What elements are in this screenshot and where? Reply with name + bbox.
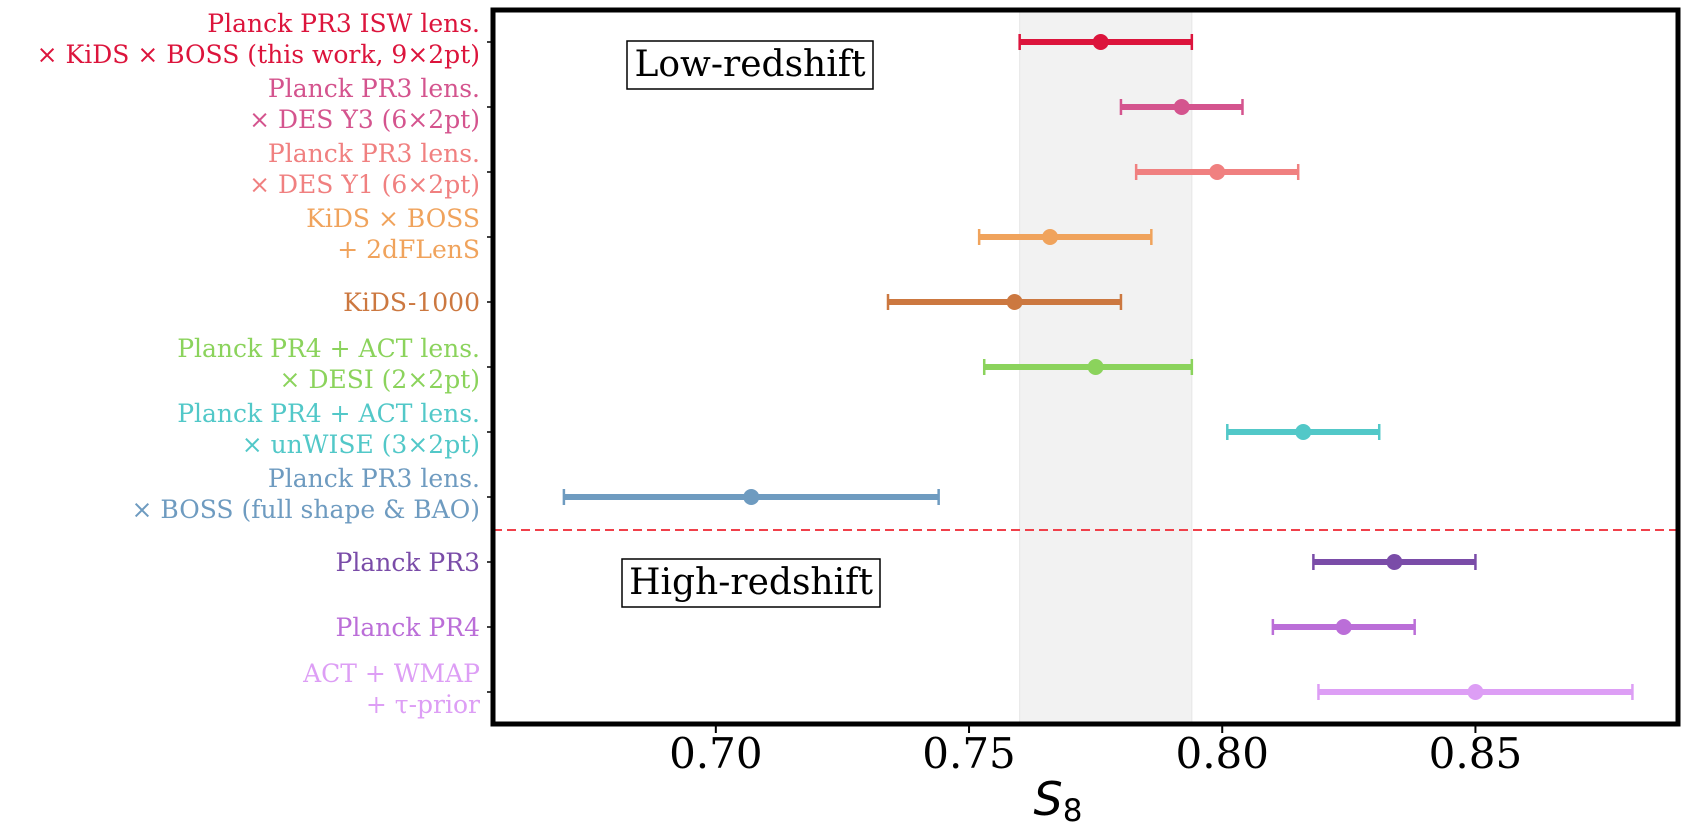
measurement-row: Planck PR3 lens.× DES Y1 (6×2pt) (249, 139, 1300, 199)
data-point (1087, 359, 1104, 375)
row-label: KiDS-1000 (343, 288, 480, 317)
x-tick-label: 0.75 (922, 729, 1016, 778)
row-label: Planck PR3 (336, 548, 480, 577)
x-axis-ticks: 0.70 0.75 0.80 0.85 (669, 724, 1522, 778)
plot-frame (490, 7, 1681, 727)
low-redshift-annotation: Low-redshift (626, 40, 874, 90)
data-point (1092, 34, 1109, 50)
measurement-row: Planck PR3 (336, 548, 1477, 577)
data-point (1335, 619, 1352, 635)
data-point (1006, 294, 1023, 310)
measurement-row: Planck PR4 (336, 613, 1416, 642)
row-label: × DESI (2×2pt) (280, 365, 480, 394)
measurement-rows: Planck PR3 ISW lens.× KiDS × BOSS (this … (37, 9, 1634, 719)
row-label: × unWISE (3×2pt) (242, 430, 480, 459)
measurement-row: Planck PR3 lens.× BOSS (full shape & BAO… (132, 464, 940, 524)
data-point (1295, 424, 1312, 440)
data-point (1209, 164, 1226, 180)
row-label: × DES Y3 (6×2pt) (249, 105, 480, 134)
x-tick-label: 0.85 (1429, 729, 1523, 778)
row-label: KiDS × BOSS (306, 204, 480, 233)
high-redshift-label: High-redshift (629, 562, 873, 603)
data-point (1386, 554, 1403, 570)
measurement-row: Planck PR4 + ACT lens.× unWISE (3×2pt) (177, 399, 1381, 459)
row-label: + τ-prior (366, 690, 480, 719)
measurement-row: KiDS × BOSS+ 2dFLenS (306, 204, 1153, 264)
row-label: Planck PR3 ISW lens. (207, 9, 480, 38)
row-label: Planck PR3 lens. (268, 74, 480, 103)
row-label: × BOSS (full shape & BAO) (132, 495, 481, 524)
x-axis-label: S8 (1034, 772, 1083, 829)
row-label: Planck PR3 lens. (268, 464, 480, 493)
data-point (743, 489, 760, 505)
measurement-row: KiDS-1000 (343, 288, 1123, 317)
data-point (1042, 229, 1059, 245)
row-label: Planck PR4 + ACT lens. (177, 399, 480, 428)
row-label: × KiDS × BOSS (this work, 9×2pt) (37, 40, 480, 69)
row-label: ACT + WMAP (302, 659, 480, 688)
data-point (1173, 99, 1190, 115)
measurement-row: Planck PR3 ISW lens.× KiDS × BOSS (this … (37, 9, 1194, 69)
x-tick-label: 0.70 (669, 729, 763, 778)
measurement-row: ACT + WMAP+ τ-prior (302, 659, 1634, 719)
measurement-row: Planck PR4 + ACT lens.× DESI (2×2pt) (177, 334, 1194, 394)
data-point (1467, 684, 1484, 700)
row-label: + 2dFLenS (337, 235, 480, 264)
measurement-row: Planck PR3 lens.× DES Y3 (6×2pt) (249, 74, 1244, 134)
x-tick-label: 0.80 (1175, 729, 1269, 778)
high-redshift-annotation: High-redshift (621, 558, 881, 608)
row-label: Planck PR4 + ACT lens. (177, 334, 480, 363)
low-redshift-label: Low-redshift (634, 44, 866, 85)
row-label: × DES Y1 (6×2pt) (249, 170, 480, 199)
row-label: Planck PR3 lens. (268, 139, 480, 168)
row-label: Planck PR4 (336, 613, 480, 642)
